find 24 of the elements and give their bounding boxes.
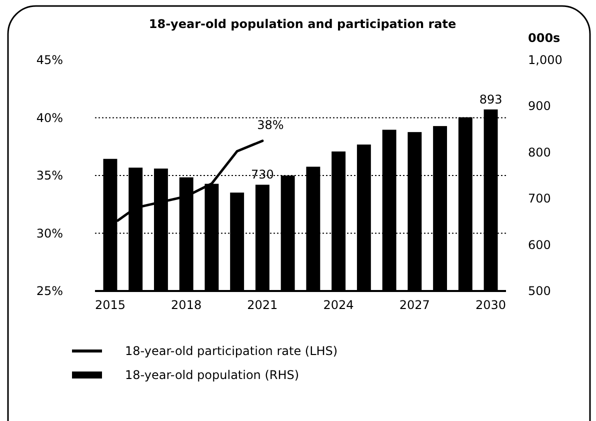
y2-tick-label: 600 bbox=[528, 238, 551, 252]
data-label: 893 bbox=[479, 92, 502, 106]
y2-axis-title: 000s bbox=[528, 31, 560, 45]
y-tick-label: 25% bbox=[36, 284, 63, 298]
y-tick-label: 40% bbox=[36, 110, 63, 125]
legend-label: 18-year-old population (RHS) bbox=[125, 368, 300, 382]
y-tick-label: 45% bbox=[36, 53, 63, 67]
y-tick-label: 35% bbox=[36, 168, 63, 182]
y2-tick-label: 1,000 bbox=[528, 53, 562, 67]
y2-tick-label: 800 bbox=[528, 145, 551, 160]
data-label: 730 bbox=[250, 168, 274, 182]
legend-label: 18-year-old participation rate (LHS) bbox=[125, 344, 338, 358]
y-tick-label: 30% bbox=[36, 226, 63, 240]
x-tick-label: 2024 bbox=[323, 298, 354, 312]
x-tick-label: 2018 bbox=[171, 298, 202, 312]
x-tick-label: 2015 bbox=[94, 298, 126, 312]
x-tick-label: 2030 bbox=[476, 298, 506, 312]
y2-tick-label: 700 bbox=[528, 192, 551, 206]
data-label: 38% bbox=[257, 118, 284, 132]
y2-tick-label: 900 bbox=[528, 99, 551, 114]
chart-title: 18-year-old population and participation rate bbox=[148, 17, 456, 31]
y2-tick-label: 500 bbox=[528, 284, 551, 298]
x-tick-label: 2021 bbox=[247, 298, 278, 312]
x-tick-label: 2027 bbox=[399, 298, 430, 312]
